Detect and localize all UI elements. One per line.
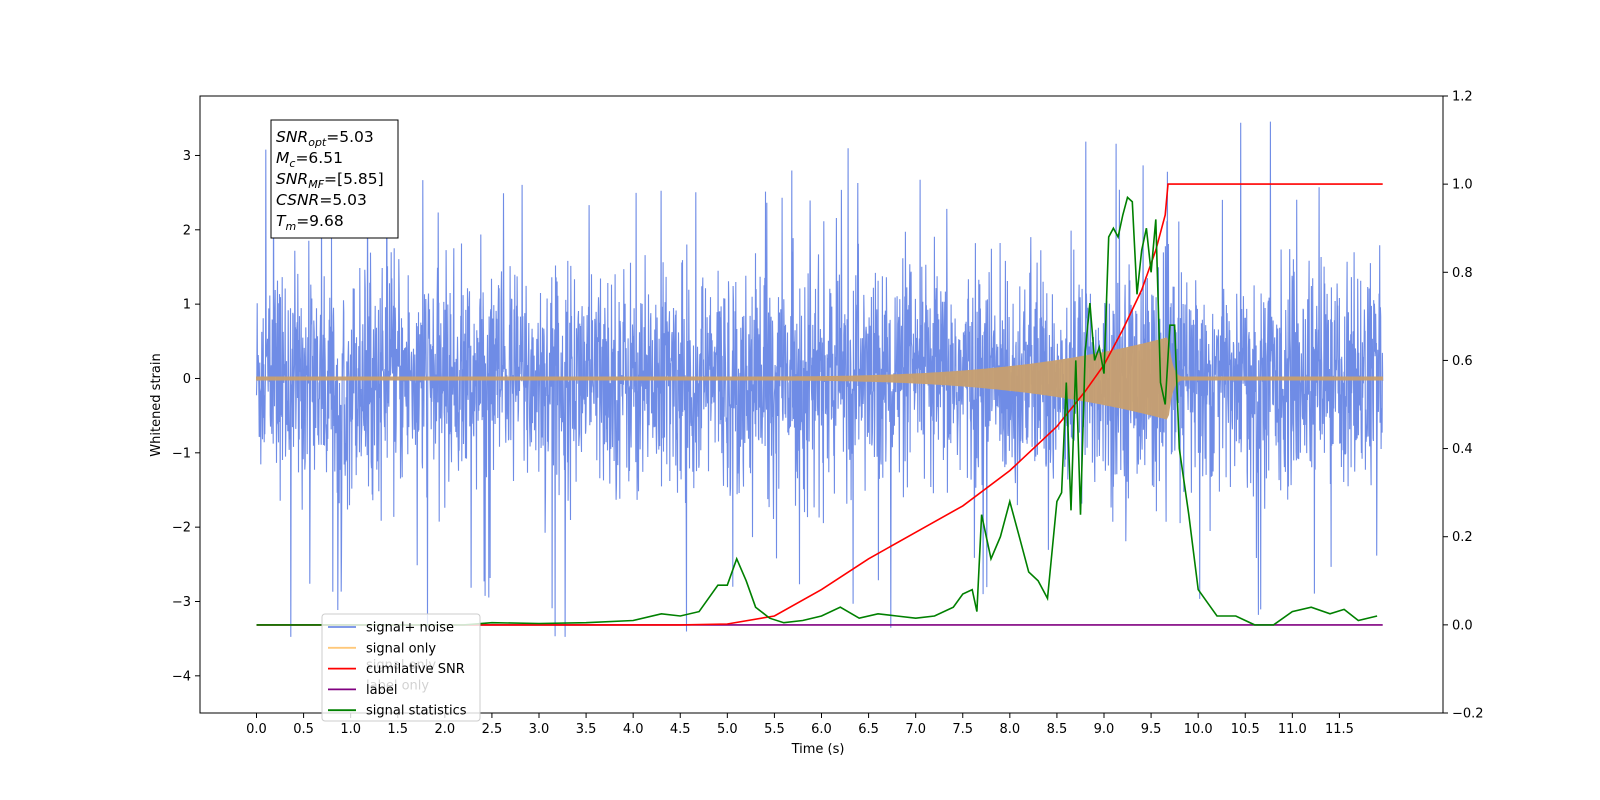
y-axis-title: Whitened strain <box>149 353 164 456</box>
y-left-tick-label: −2 <box>172 521 191 536</box>
y-right-tick-label: 0.0 <box>1452 618 1473 633</box>
annotation-frame <box>270 119 399 239</box>
x-tick-label: 8.5 <box>1047 722 1068 737</box>
y-axis-right: 1.2 1.0 0.8 0.6 0.4 0.2 0.0 −0.2 <box>1443 90 1484 722</box>
x-tick-label: 3.0 <box>529 722 550 737</box>
annotation-line: Mc=6.51 <box>276 149 343 170</box>
annotation-line: SNRMF=[5.85] <box>276 170 384 191</box>
x-axis: 0.0 0.5 1.0 1.5 2.0 2.5 3.0 3.5 4.0 4.5 5.0 5.5 6.0 6… <box>246 713 1354 737</box>
x-tick-label: 11.5 <box>1325 722 1354 737</box>
x-tick-label: 7.0 <box>905 722 926 737</box>
legend-frame <box>321 613 481 722</box>
y-left-tick-label: 2 <box>183 223 191 238</box>
legend-label: signal+ noise <box>366 621 454 636</box>
cumilative-snr-line <box>256 183 1383 626</box>
y-right-tick-label: 1.0 <box>1452 178 1473 193</box>
annotation-line: CSNR=5.03 <box>276 191 367 209</box>
signal-statistics-line <box>256 195 1378 626</box>
x-tick-label: 8.0 <box>999 722 1020 737</box>
legend: signal onlylabel onlysignal+ noisesignal… <box>321 613 481 722</box>
y-left-tick-label: 3 <box>183 149 191 164</box>
x-tick-label: 1.5 <box>387 722 408 737</box>
y-left-tick-label: 0 <box>183 372 191 387</box>
y-right-tick-label: 0.6 <box>1452 354 1473 369</box>
x-tick-label: 6.5 <box>858 722 879 737</box>
y-left-tick-label: −3 <box>172 595 191 610</box>
legend-label: signal statistics <box>366 704 467 719</box>
x-tick-label: 9.5 <box>1141 722 1162 737</box>
x-tick-label: 9.0 <box>1094 722 1115 737</box>
x-tick-label: 5.0 <box>717 722 738 737</box>
x-tick-label: 2.5 <box>482 722 503 737</box>
y-right-tick-label: 0.4 <box>1452 442 1473 457</box>
x-tick-label: 10.0 <box>1184 722 1213 737</box>
x-axis-title: Time (s) <box>791 742 845 757</box>
signal-noise-line <box>255 120 1384 637</box>
y-right-tick-label: 0.2 <box>1452 530 1473 545</box>
x-tick-label: 3.5 <box>576 722 597 737</box>
y-left-tick-label: 1 <box>183 298 191 313</box>
y-left-tick-label: −4 <box>172 669 191 684</box>
x-tick-label: 6.0 <box>811 722 832 737</box>
y-right-tick-label: 1.2 <box>1452 90 1473 105</box>
legend-label: cumilative SNR <box>366 662 465 677</box>
x-tick-label: 0.5 <box>293 722 314 737</box>
y-right-tick-label: −0.2 <box>1452 707 1484 722</box>
x-tick-label: 5.5 <box>764 722 785 737</box>
signal-noise-series <box>255 120 1384 637</box>
annotation-line: Tm=9.68 <box>276 212 344 233</box>
legend-label: label <box>366 683 397 698</box>
y-left-tick-label: −1 <box>172 446 191 461</box>
y-axis-left: 3 2 1 0 −1 −2 −3 −4 <box>172 149 200 684</box>
x-tick-label: 1.0 <box>340 722 361 737</box>
x-tick-label: 7.5 <box>952 722 973 737</box>
x-tick-label: 10.5 <box>1231 722 1260 737</box>
annotation-line: SNRopt=5.03 <box>276 128 374 149</box>
legend-label: signal only <box>366 641 436 656</box>
x-tick-label: 4.5 <box>670 722 691 737</box>
x-tick-label: 4.0 <box>623 722 644 737</box>
y-right-tick-label: 0.8 <box>1452 266 1473 281</box>
x-tick-label: 0.0 <box>246 722 267 737</box>
x-tick-label: 2.0 <box>434 722 455 737</box>
x-tick-label: 11.0 <box>1278 722 1307 737</box>
